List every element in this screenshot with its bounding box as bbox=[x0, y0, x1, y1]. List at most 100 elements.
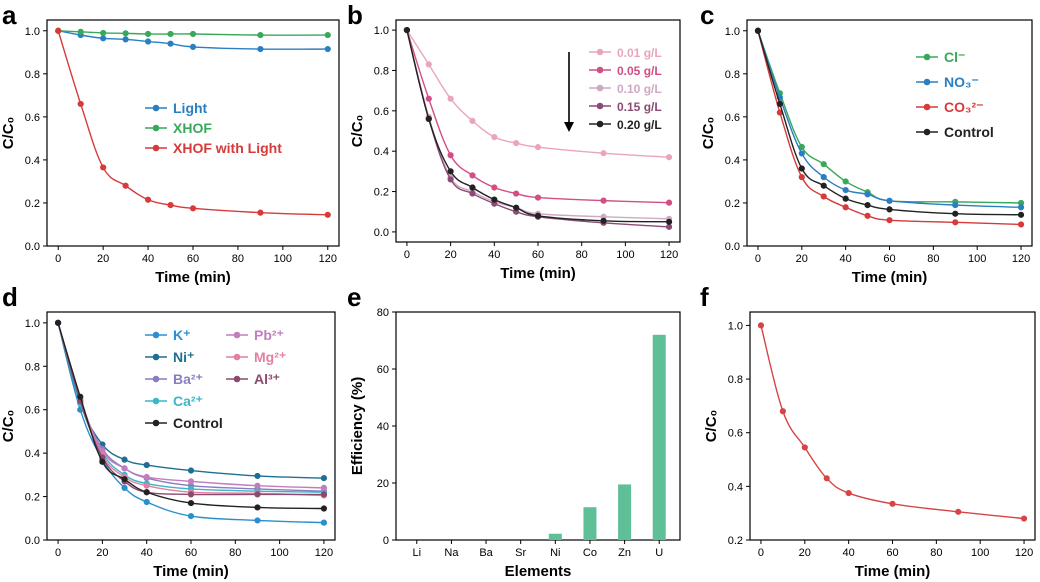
x-tick-label: Sr bbox=[515, 547, 526, 559]
y-tick-label: 0.4 bbox=[725, 155, 740, 167]
data-point bbox=[886, 217, 893, 224]
data-point bbox=[324, 31, 331, 39]
y-tick-label: 0.0 bbox=[725, 241, 740, 253]
data-point bbox=[99, 458, 106, 465]
data-point bbox=[143, 461, 150, 469]
y-tick-label: 0.6 bbox=[25, 112, 40, 124]
data-point bbox=[665, 154, 673, 161]
legend-label: Ba²⁺ bbox=[173, 371, 203, 387]
x-tick-label: 40 bbox=[488, 249, 500, 261]
y-tick-label: 0.4 bbox=[728, 481, 743, 493]
data-point bbox=[820, 182, 827, 189]
x-axis-label: Time (min) bbox=[500, 265, 576, 282]
data-point bbox=[121, 456, 128, 463]
data-point bbox=[842, 178, 849, 185]
data-point bbox=[955, 508, 962, 515]
x-tick-label: 40 bbox=[141, 547, 153, 559]
data-point bbox=[864, 191, 871, 198]
data-point bbox=[534, 194, 542, 201]
x-tick-label: 40 bbox=[843, 547, 855, 559]
data-point bbox=[320, 491, 328, 498]
legend-label: K⁺ bbox=[173, 327, 191, 343]
y-tick-label: 0.2 bbox=[25, 198, 40, 210]
x-tick-label: 120 bbox=[660, 249, 678, 261]
data-point bbox=[425, 95, 432, 102]
y-tick-label: 40 bbox=[377, 421, 389, 433]
data-point bbox=[189, 205, 197, 212]
legend-label: Pb²⁺ bbox=[254, 327, 284, 343]
legend-label: Control bbox=[944, 124, 994, 140]
data-point bbox=[665, 223, 673, 230]
series-line bbox=[757, 30, 1022, 208]
legend-item: Al³⁺ bbox=[226, 371, 280, 387]
legend-label: 0.10 g/L bbox=[617, 82, 662, 96]
panel-e: e 0 20 40 60 80 Elements Efficiency (%) Li Na Ba Sr… bbox=[347, 282, 681, 580]
bar-zn bbox=[618, 484, 632, 540]
data-point bbox=[254, 491, 261, 498]
data-point bbox=[534, 144, 542, 151]
bar-co bbox=[583, 507, 597, 540]
data-point bbox=[1020, 515, 1028, 522]
legend-marker bbox=[152, 144, 160, 152]
data-point bbox=[798, 174, 805, 181]
y-tick-label: 0.8 bbox=[25, 361, 40, 373]
x-tick-label: 0 bbox=[758, 547, 764, 559]
x-tick-label: 40 bbox=[840, 253, 852, 265]
series-main bbox=[757, 322, 1028, 522]
y-tick-label: 0.6 bbox=[374, 106, 389, 118]
data-point bbox=[254, 504, 261, 511]
data-point bbox=[491, 196, 498, 203]
y-tick-label: 80 bbox=[377, 307, 389, 319]
legend-marker bbox=[923, 103, 931, 111]
data-point bbox=[77, 28, 84, 35]
legend-item: Light bbox=[145, 100, 208, 116]
data-point bbox=[447, 152, 454, 159]
legend-label: 0.20 g/L bbox=[617, 118, 662, 132]
panel-letter: c bbox=[700, 0, 714, 30]
legend-label: Ni⁺ bbox=[173, 349, 194, 365]
data-point bbox=[77, 100, 84, 108]
data-point bbox=[143, 473, 150, 481]
series-control bbox=[54, 319, 328, 512]
y-tick-label: 1.0 bbox=[25, 26, 40, 38]
data-point bbox=[864, 212, 871, 219]
data-point bbox=[100, 29, 107, 37]
data-point bbox=[889, 500, 896, 507]
data-point bbox=[820, 174, 827, 181]
data-point bbox=[121, 476, 128, 483]
legend-marker bbox=[152, 375, 160, 383]
legend-item: 0.05 g/L bbox=[589, 64, 662, 78]
panel-b: b 0.0 0.2 0.4 0.6 0.8 1.0 0 20 40 60 80 100 120 Time (… bbox=[347, 0, 681, 282]
y-tick-label: 0.0 bbox=[374, 227, 389, 239]
x-axis-label: Time (min) bbox=[153, 563, 229, 580]
legend-label: Cl⁻ bbox=[944, 49, 965, 65]
data-point bbox=[144, 30, 152, 38]
panel-letter: f bbox=[700, 282, 709, 312]
x-tick-label: 60 bbox=[187, 253, 199, 265]
y-tick-label: 60 bbox=[377, 364, 389, 376]
x-tick-label: 100 bbox=[968, 253, 986, 265]
data-point bbox=[425, 61, 432, 68]
data-point bbox=[469, 172, 476, 179]
x-axis-label: Time (min) bbox=[852, 269, 928, 286]
y-tick-label: 0.6 bbox=[725, 112, 740, 124]
data-point bbox=[757, 322, 765, 329]
data-point bbox=[798, 165, 805, 172]
data-point bbox=[952, 202, 959, 209]
x-tick-label: 0 bbox=[755, 253, 761, 265]
data-point bbox=[513, 190, 520, 197]
series-line bbox=[757, 30, 1022, 216]
panel-c: c 0.0 0.2 0.4 0.6 0.8 1.0 0 20 40 60 80 100 120 Time (… bbox=[700, 0, 1033, 286]
data-point bbox=[254, 472, 261, 480]
panel-letter: b bbox=[347, 0, 363, 30]
data-point bbox=[864, 202, 871, 209]
legend-item: XHOF with Light bbox=[145, 140, 282, 156]
legend-marker bbox=[596, 84, 604, 92]
y-axis-label: C/C₀ bbox=[700, 117, 717, 150]
y-tick-label: 0.8 bbox=[728, 374, 743, 386]
series-light bbox=[55, 27, 331, 53]
data-point bbox=[77, 393, 84, 400]
data-point bbox=[143, 489, 150, 496]
series-control bbox=[754, 27, 1025, 218]
legend-marker bbox=[152, 353, 160, 361]
